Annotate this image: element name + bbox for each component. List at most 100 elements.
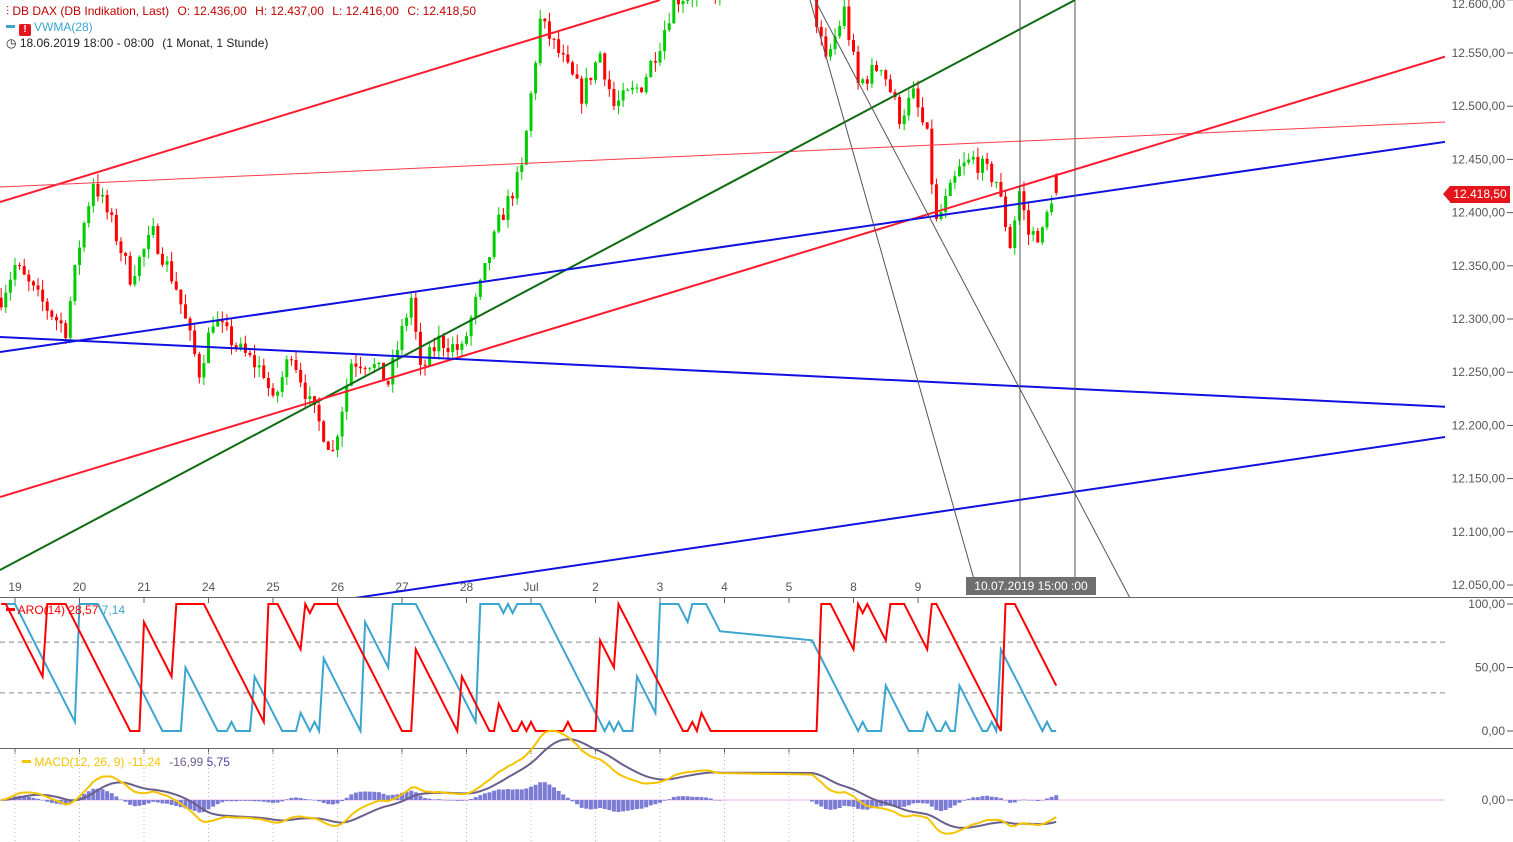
- candle-body: [911, 88, 915, 98]
- candle-body: [474, 296, 478, 318]
- candle-body: [1050, 203, 1054, 213]
- macd-histogram-bar: [925, 800, 930, 804]
- macd-histogram-bar: [667, 799, 672, 800]
- candle-body: [630, 87, 634, 90]
- macd-histogram-bar: [994, 797, 999, 800]
- macd-histogram-bar: [409, 790, 414, 800]
- macd-histogram-bar: [372, 791, 377, 800]
- candle-body: [640, 87, 644, 93]
- candle-body: [276, 391, 280, 396]
- macd-histogram-bar: [266, 800, 271, 803]
- candle-body: [336, 436, 339, 450]
- macd-histogram-bar: [1040, 800, 1045, 801]
- time-axis-label: 8: [850, 580, 857, 594]
- macd-histogram-bar: [54, 800, 59, 804]
- trend-line: [0, 140, 1445, 353]
- macd-histogram-bar: [294, 797, 299, 800]
- macd-histogram-bar: [446, 800, 451, 801]
- indicator-legend[interactable]: ! VWMA(28): [6, 20, 93, 36]
- macd-histogram-bar: [529, 786, 533, 800]
- macd-histogram-bar: [298, 797, 303, 800]
- candle-body: [649, 60, 653, 78]
- aroon-legend[interactable]: ARO(14) 28,57 7,14: [6, 603, 125, 617]
- candle-body: [824, 36, 828, 57]
- candle-body: [230, 326, 234, 346]
- macd-histogram-bar: [929, 800, 934, 807]
- candle-body: [888, 79, 892, 93]
- macd-histogram-bar: [653, 800, 658, 805]
- macd-histogram-bar: [49, 800, 54, 803]
- candle-body: [653, 60, 657, 63]
- price-axis-label: 12.550,00: [1452, 46, 1506, 60]
- histogram-value: 5,75: [206, 755, 230, 769]
- macd-series: [0, 729, 1059, 835]
- candle-body: [672, 0, 676, 24]
- candle-body: [621, 90, 625, 101]
- macd-histogram-bar: [570, 800, 575, 802]
- candle-body: [957, 166, 961, 177]
- candle-body: [165, 261, 169, 265]
- macd-histogram-bar: [810, 800, 815, 802]
- macd-histogram-bar: [455, 800, 460, 801]
- candle-body: [197, 353, 201, 378]
- macd-histogram-bar: [423, 798, 428, 800]
- macd-histogram-bar: [469, 798, 474, 800]
- candle-body: [386, 381, 390, 385]
- macd-histogram-bar: [63, 800, 68, 806]
- candle-body: [133, 276, 137, 285]
- macd-histogram-bar: [137, 800, 142, 806]
- candle-body: [644, 77, 648, 93]
- macd-histogram-bar: [31, 797, 36, 800]
- macd-histogram-bar: [473, 797, 478, 800]
- candle-body: [27, 274, 31, 282]
- macd-histogram-bar: [40, 800, 45, 801]
- candle-body: [59, 320, 63, 324]
- macd-histogram-bar: [1054, 795, 1059, 800]
- macd-histogram-bar: [704, 797, 709, 800]
- candle-body: [354, 363, 358, 367]
- candle-body: [119, 241, 123, 254]
- candle-body: [87, 206, 91, 223]
- candle-body: [520, 164, 524, 172]
- candle-body: [377, 362, 381, 365]
- macd-histogram-bar: [588, 800, 593, 810]
- instrument-name: DB DAX (DB Indikation, Last): [12, 4, 170, 18]
- macd-histogram-bar: [708, 798, 713, 800]
- vwma-label[interactable]: VWMA(28): [34, 20, 93, 34]
- macd-histogram-bar: [303, 799, 308, 800]
- macd-histogram-bar: [971, 797, 976, 800]
- macd-histogram-bar: [828, 800, 833, 810]
- candle-body: [128, 255, 132, 285]
- price-axis-label: 12.300,00: [1452, 312, 1506, 326]
- macd-histogram-bar: [823, 800, 828, 809]
- candle-body: [962, 162, 966, 167]
- candle-body: [607, 79, 611, 90]
- candle-body: [681, 1, 685, 5]
- macd-histogram-bar: [985, 795, 990, 800]
- time-axis-label: 9: [915, 580, 922, 594]
- candle-body: [921, 107, 925, 123]
- candle-body: [340, 411, 344, 437]
- candle-body: [635, 87, 639, 89]
- macd-histogram-bar: [648, 800, 653, 806]
- candle-body: [879, 70, 883, 72]
- candle-body: [1022, 191, 1026, 211]
- macd-histogram-bar: [487, 792, 492, 800]
- macd-legend[interactable]: MACD(12, 26, 9) -11,24 -16,99 5,75: [6, 755, 230, 769]
- candle-body: [82, 222, 86, 248]
- candle-body: [483, 263, 487, 280]
- macd-histogram-bar: [814, 800, 819, 805]
- macd-histogram-bar: [602, 800, 607, 809]
- macd-histogram-bar: [837, 800, 842, 809]
- macd-histogram-bar: [879, 800, 884, 807]
- candle-body: [861, 79, 865, 83]
- aroon-label: ARO(14): [17, 603, 66, 617]
- macd-histogram-bar: [962, 800, 967, 801]
- candle-body: [423, 364, 427, 366]
- candle-body: [124, 253, 128, 256]
- macd-histogram-bar: [934, 800, 939, 810]
- macd-histogram-bar: [91, 788, 96, 800]
- candle-body: [211, 326, 215, 333]
- candle-body: [570, 62, 574, 75]
